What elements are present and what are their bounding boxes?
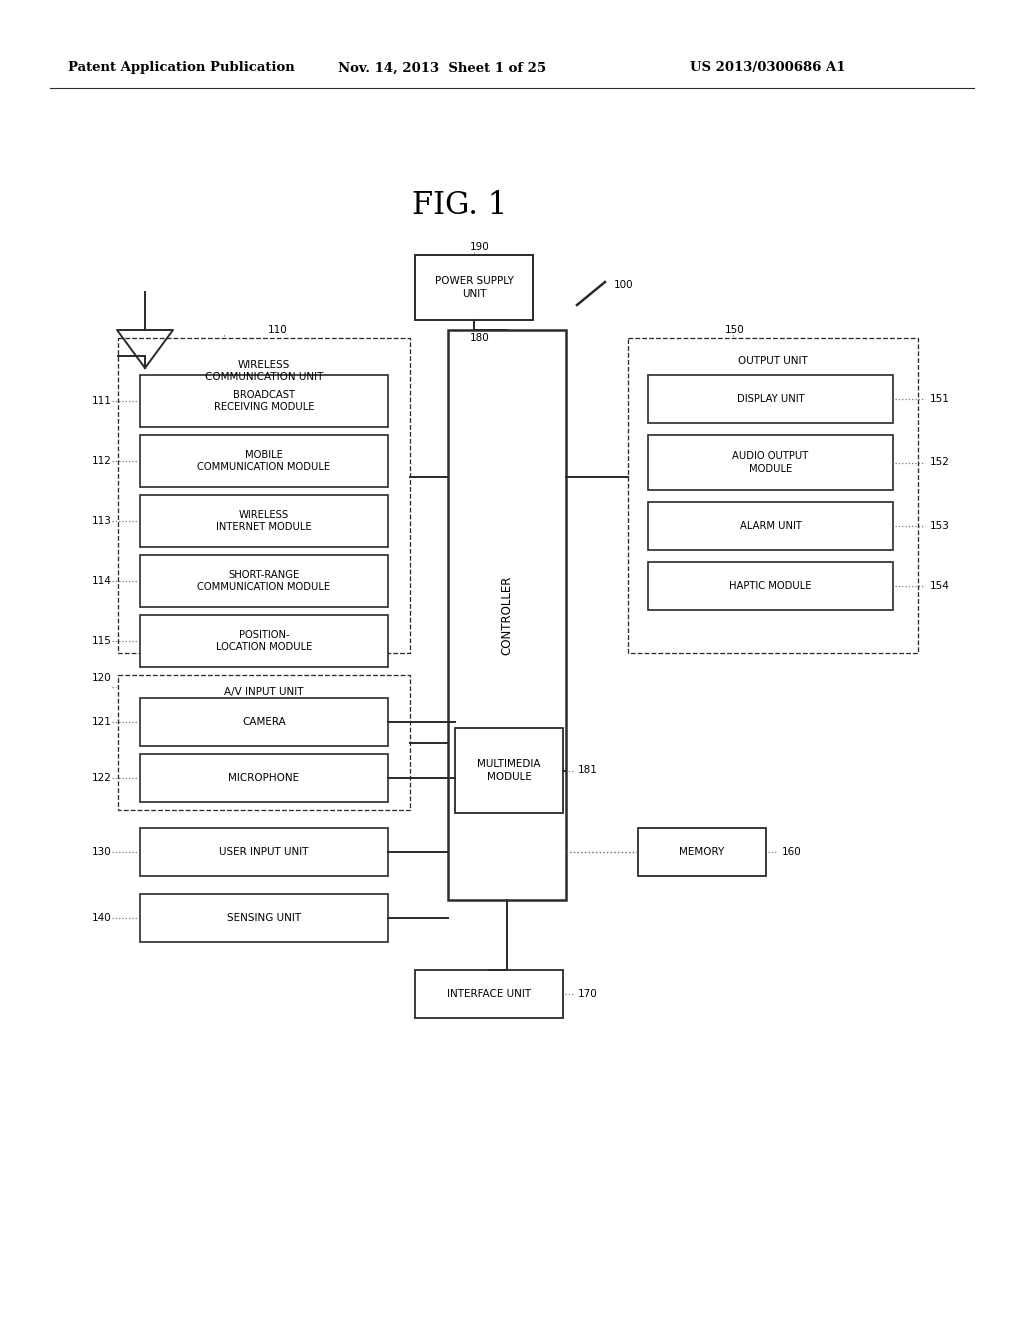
Bar (415, 970, 563, 1018)
Bar (140, 615, 388, 667)
Bar (140, 375, 388, 426)
Text: 113: 113 (92, 516, 112, 525)
Text: CAMERA: CAMERA (242, 717, 286, 727)
Text: ALARM UNIT: ALARM UNIT (739, 521, 802, 531)
Text: 100: 100 (614, 280, 634, 290)
Text: POSITION-
LOCATION MODULE: POSITION- LOCATION MODULE (216, 630, 312, 652)
Bar (118, 675, 410, 810)
Bar (449, 330, 566, 900)
Text: 110: 110 (268, 325, 288, 335)
Text: BROADCAST
RECEIVING MODULE: BROADCAST RECEIVING MODULE (214, 389, 314, 412)
Text: 140: 140 (92, 913, 112, 923)
Text: 152: 152 (930, 457, 950, 467)
Text: 170: 170 (578, 989, 598, 999)
Text: 111: 111 (92, 396, 112, 407)
Text: OUTPUT UNIT: OUTPUT UNIT (738, 356, 808, 366)
Text: MEMORY: MEMORY (679, 847, 725, 857)
Text: MICROPHONE: MICROPHONE (228, 774, 300, 783)
Text: AUDIO OUTPUT
MODULE: AUDIO OUTPUT MODULE (732, 451, 809, 474)
Text: WIRELESS
COMMUNICATION UNIT: WIRELESS COMMUNICATION UNIT (205, 360, 324, 383)
Text: Nov. 14, 2013  Sheet 1 of 25: Nov. 14, 2013 Sheet 1 of 25 (338, 62, 546, 74)
Bar (455, 729, 563, 813)
Text: SENSING UNIT: SENSING UNIT (227, 913, 301, 923)
Text: 151: 151 (930, 393, 950, 404)
Bar (648, 375, 893, 422)
Bar (628, 338, 918, 653)
Text: USER INPUT UNIT: USER INPUT UNIT (219, 847, 309, 857)
Text: WIRELESS
INTERNET MODULE: WIRELESS INTERNET MODULE (216, 510, 312, 532)
Text: FIG. 1: FIG. 1 (413, 190, 508, 220)
Text: CONTROLLER: CONTROLLER (501, 576, 513, 655)
Text: 115: 115 (92, 636, 112, 645)
Bar (140, 894, 388, 942)
Text: 160: 160 (782, 847, 802, 857)
Text: US 2013/0300686 A1: US 2013/0300686 A1 (690, 62, 846, 74)
Text: SHORT-RANGE
COMMUNICATION MODULE: SHORT-RANGE COMMUNICATION MODULE (198, 570, 331, 593)
Text: 190: 190 (470, 242, 489, 252)
Text: POWER SUPPLY
UNIT: POWER SUPPLY UNIT (434, 276, 513, 298)
Bar (140, 495, 388, 546)
Text: A/V INPUT UNIT: A/V INPUT UNIT (224, 686, 304, 697)
Bar (140, 698, 388, 746)
Bar (118, 338, 410, 653)
Text: 181: 181 (578, 766, 598, 775)
Text: Patent Application Publication: Patent Application Publication (68, 62, 295, 74)
Bar (648, 436, 893, 490)
Text: 130: 130 (92, 847, 112, 857)
Text: 153: 153 (930, 521, 950, 531)
Text: 150: 150 (725, 325, 744, 335)
Text: HAPTIC MODULE: HAPTIC MODULE (729, 581, 812, 591)
Bar (140, 828, 388, 876)
Text: 154: 154 (930, 581, 950, 591)
Text: MOBILE
COMMUNICATION MODULE: MOBILE COMMUNICATION MODULE (198, 450, 331, 473)
Text: 180: 180 (470, 333, 489, 343)
Text: INTERFACE UNIT: INTERFACE UNIT (446, 989, 531, 999)
Text: 122: 122 (92, 774, 112, 783)
Bar (140, 754, 388, 803)
Text: 121: 121 (92, 717, 112, 727)
Text: MULTIMEDIA
MODULE: MULTIMEDIA MODULE (477, 759, 541, 781)
Text: 114: 114 (92, 576, 112, 586)
Bar (415, 255, 534, 319)
Bar (648, 502, 893, 550)
Text: 112: 112 (92, 455, 112, 466)
Bar (638, 828, 766, 876)
Bar (648, 562, 893, 610)
Text: DISPLAY UNIT: DISPLAY UNIT (736, 393, 804, 404)
Text: 120: 120 (92, 673, 112, 682)
Bar (140, 554, 388, 607)
Bar (140, 436, 388, 487)
